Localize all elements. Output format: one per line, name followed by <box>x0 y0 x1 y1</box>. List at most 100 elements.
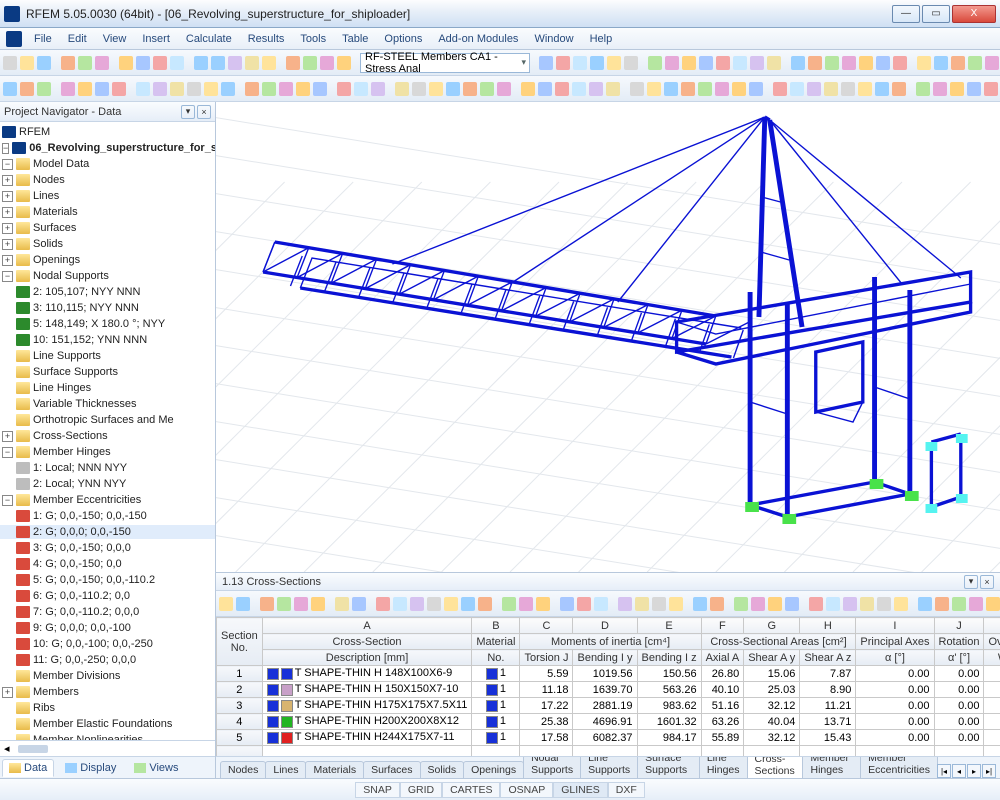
toolbar-button[interactable] <box>983 78 999 100</box>
toolbar-button[interactable] <box>647 52 663 74</box>
tree-item[interactable]: Solids <box>33 238 63 250</box>
cell[interactable]: 5.59 <box>520 666 573 682</box>
tab-scroll[interactable]: ◂ <box>952 764 966 778</box>
toolbar-button[interactable] <box>766 52 782 74</box>
expand-icon[interactable] <box>2 255 13 266</box>
toolbar-button[interactable] <box>227 52 243 74</box>
cell-desc[interactable]: T SHAPE-THIN H 148X100X6-9 <box>262 666 472 682</box>
cell[interactable]: 17.22 <box>520 698 573 714</box>
tree-memberdiv[interactable]: Member Divisions <box>33 670 120 682</box>
cell[interactable]: 11.21 <box>800 698 856 714</box>
toolbar-button[interactable] <box>807 52 823 74</box>
toolbar-button[interactable] <box>629 78 645 100</box>
toolbar-button[interactable] <box>370 78 386 100</box>
toolbar-button[interactable] <box>588 78 604 100</box>
cell[interactable]: 1601.32 <box>637 714 701 730</box>
toolbar-button[interactable] <box>77 78 93 100</box>
menu-results[interactable]: Results <box>240 30 293 48</box>
maximize-button[interactable]: ▭ <box>922 5 950 23</box>
cross-sections-table[interactable]: Section No. A B C D E F G H I J K <box>216 617 1000 756</box>
expand-icon[interactable] <box>2 159 13 170</box>
toolbar-button[interactable] <box>967 52 983 74</box>
toolbar-button[interactable] <box>336 78 352 100</box>
sheet-tab[interactable]: Materials <box>305 761 364 778</box>
status-cell[interactable]: CARTES <box>442 782 500 798</box>
cell[interactable]: 0.00 <box>934 698 984 714</box>
close-button[interactable]: X <box>952 5 996 23</box>
toolbar-button[interactable] <box>950 52 966 74</box>
cell[interactable]: 40.10 <box>701 682 744 698</box>
menu-addon[interactable]: Add-on Modules <box>430 30 526 48</box>
cell[interactable]: 0.00 <box>934 682 984 698</box>
menu-file[interactable]: File <box>26 30 60 48</box>
cell[interactable]: 11.18 <box>520 682 573 698</box>
tree-leaf[interactable]: 3: G; 0,0,-150; 0,0,0 <box>33 542 131 554</box>
cell[interactable]: 1 <box>472 698 520 714</box>
expand-icon[interactable] <box>2 447 13 458</box>
toolbar-button[interactable] <box>501 593 517 615</box>
toolbar-button[interactable] <box>840 78 856 100</box>
toolbar-button[interactable] <box>244 52 260 74</box>
menu-tools[interactable]: Tools <box>292 30 334 48</box>
toolbar-button[interactable] <box>915 78 931 100</box>
toolbar-button[interactable] <box>443 593 459 615</box>
toolbar-button[interactable] <box>985 593 1000 615</box>
cell[interactable]: 200.0 <box>984 714 1000 730</box>
toolbar-button[interactable] <box>949 78 965 100</box>
sheet-tab[interactable]: Nodes <box>220 761 266 778</box>
tree-item[interactable]: Line Supports <box>33 350 101 362</box>
cell[interactable]: 0.00 <box>856 698 934 714</box>
tree-leaf[interactable]: 6: G; 0,0,-110.2; 0,0 <box>33 590 130 602</box>
toolbar-button[interactable] <box>261 78 277 100</box>
toolbar-button[interactable] <box>375 593 391 615</box>
toolbar-button[interactable] <box>714 78 730 100</box>
toolbar-button[interactable] <box>518 593 534 615</box>
tab-scroll[interactable]: ▸| <box>982 764 996 778</box>
toolbar-button[interactable] <box>477 593 493 615</box>
tree-memberhinges[interactable]: Member Hinges <box>33 446 111 458</box>
toolbar-button[interactable] <box>285 52 301 74</box>
toolbar-button[interactable] <box>698 52 714 74</box>
toolbar-button[interactable] <box>576 593 592 615</box>
tree-leaf[interactable]: 4: G; 0,0,-150; 0,0 <box>33 558 122 570</box>
tree-item[interactable]: Surfaces <box>33 222 76 234</box>
tree-leaf[interactable]: 5: 148,149; X 180.0 °; NYY <box>33 318 165 330</box>
tree-leaf[interactable]: 1: G; 0,0,-150; 0,0,-150 <box>33 510 147 522</box>
toolbar-button[interactable] <box>36 78 52 100</box>
lower-menu-icon[interactable]: ▾ <box>964 575 978 589</box>
cell[interactable]: 984.17 <box>637 730 701 746</box>
expand-icon[interactable] <box>2 495 13 506</box>
menu-options[interactable]: Options <box>376 30 430 48</box>
toolbar-button[interactable] <box>932 78 948 100</box>
tree-root[interactable]: RFEM <box>19 126 50 138</box>
tree-modeldata[interactable]: Model Data <box>33 158 89 170</box>
toolbar-button[interactable] <box>261 52 277 74</box>
tree-leaf[interactable]: 1: Local; NNN NYY <box>33 462 127 474</box>
3d-viewport[interactable] <box>216 102 1000 573</box>
toolbar-button[interactable] <box>295 78 311 100</box>
toolbar-button[interactable] <box>680 78 696 100</box>
tree-item[interactable]: Nodes <box>33 174 65 186</box>
tree-leaf[interactable]: 9: G; 0,0,0; 0,0,-100 <box>33 622 131 634</box>
toolbar-button[interactable] <box>858 52 874 74</box>
toolbar-button[interactable] <box>651 593 667 615</box>
cell[interactable]: 13.71 <box>800 714 856 730</box>
tree-item[interactable]: Variable Thicknesses <box>33 398 137 410</box>
menu-calculate[interactable]: Calculate <box>178 30 240 48</box>
toolbar-button[interactable] <box>555 52 571 74</box>
toolbar-button[interactable] <box>152 78 168 100</box>
tree-item[interactable]: Orthotropic Surfaces and Me <box>33 414 174 426</box>
cell[interactable]: 0.00 <box>856 714 934 730</box>
toolbar-button[interactable] <box>135 52 151 74</box>
cell[interactable]: 2881.19 <box>573 698 637 714</box>
cell[interactable]: 15.06 <box>744 666 800 682</box>
toolbar-button[interactable] <box>857 78 873 100</box>
expand-icon[interactable] <box>2 191 13 202</box>
toolbar-button[interactable] <box>593 593 609 615</box>
cell[interactable]: 55.89 <box>701 730 744 746</box>
toolbar-button[interactable] <box>152 52 168 74</box>
menu-view[interactable]: View <box>95 30 135 48</box>
toolbar-button[interactable] <box>664 52 680 74</box>
sheet-tab[interactable]: Openings <box>463 761 524 778</box>
toolbar-button[interactable] <box>535 593 551 615</box>
